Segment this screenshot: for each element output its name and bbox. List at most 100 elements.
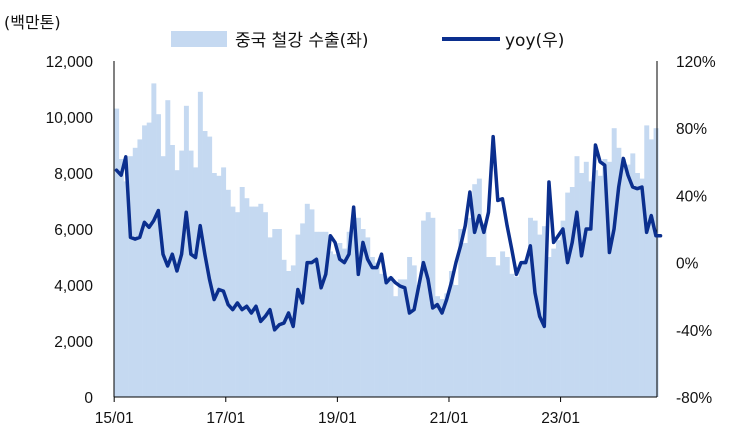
legend-swatch-bar [171, 31, 227, 47]
y-left-tick-label: 0 [84, 390, 93, 407]
bar [207, 136, 213, 397]
bar [653, 128, 659, 397]
bar [435, 296, 440, 397]
bar [342, 248, 347, 397]
bar [216, 175, 222, 397]
bar [365, 237, 371, 397]
bar [425, 212, 431, 397]
bar [639, 178, 645, 397]
bar [528, 217, 533, 397]
bar [551, 248, 557, 397]
left-axis-unit: (백만톤) [4, 13, 61, 32]
bar [193, 167, 199, 397]
bar [453, 285, 459, 397]
bar [611, 128, 617, 397]
bar [276, 229, 282, 397]
bar [625, 164, 631, 397]
bar [239, 187, 245, 397]
bar [337, 243, 343, 397]
bar [272, 229, 278, 397]
bar [281, 259, 287, 397]
bar [411, 265, 417, 397]
bar [569, 187, 575, 397]
bar [448, 271, 454, 397]
y-right-tick-label: -40% [676, 323, 712, 340]
bar [597, 175, 603, 397]
bar [476, 178, 482, 397]
bar [393, 296, 399, 397]
bar [369, 257, 375, 397]
legend-label-line: yoy(우) [505, 31, 564, 51]
bar [374, 262, 380, 397]
x-tick-label: 17/01 [206, 410, 245, 427]
bar [644, 125, 650, 398]
x-tick-label: 15/01 [95, 410, 134, 427]
y-left-tick-label: 6,000 [54, 222, 93, 239]
bar [588, 181, 594, 397]
bar [230, 206, 236, 397]
bar [583, 161, 589, 397]
x-tick-label: 21/01 [430, 410, 469, 427]
bar [630, 153, 636, 397]
bar [602, 159, 608, 397]
bar [221, 167, 227, 397]
bar [290, 265, 296, 397]
bar [360, 229, 366, 397]
bar [151, 83, 157, 398]
bar [262, 212, 268, 397]
bar [188, 150, 194, 397]
bar [388, 276, 394, 397]
bar [183, 105, 189, 398]
axes [113, 61, 658, 402]
bar [304, 203, 310, 397]
bar [114, 108, 120, 397]
bar [132, 147, 138, 397]
legend-label-bar: 중국 철강 수출(좌) [235, 31, 369, 51]
bar [328, 251, 334, 397]
bar [355, 217, 361, 397]
bar [397, 279, 403, 397]
bar [490, 257, 496, 397]
bar [565, 192, 571, 397]
bar [160, 156, 166, 397]
legend: 중국 철강 수출(좌) yoy(우) [171, 31, 564, 51]
y-right-tick-label: 40% [676, 188, 707, 205]
y-left-tick-label: 8,000 [54, 166, 93, 183]
yoy-line [114, 134, 663, 332]
bar [197, 91, 203, 398]
bar [467, 217, 473, 397]
bar [648, 139, 654, 397]
bar [518, 262, 524, 397]
y-left-tick-label: 10,000 [46, 110, 94, 127]
bar [211, 173, 217, 397]
bar [332, 254, 338, 397]
y-right-tick-label: 80% [676, 121, 707, 138]
bar [607, 161, 613, 397]
bar [383, 276, 389, 397]
bar [169, 145, 175, 397]
line-series [114, 134, 663, 332]
bar [509, 273, 515, 397]
bar [593, 170, 599, 397]
bar [486, 257, 492, 397]
bar [416, 285, 422, 397]
bar [323, 231, 329, 397]
bar [286, 271, 292, 397]
bar [444, 293, 450, 397]
bar [118, 159, 124, 397]
bar [421, 220, 427, 397]
bar [462, 243, 468, 397]
bar [532, 220, 538, 397]
bar [481, 223, 487, 397]
bar [314, 231, 320, 397]
y-left-tick-label: 2,000 [54, 334, 93, 351]
bar [407, 257, 413, 397]
bar [137, 139, 143, 397]
bar [574, 156, 580, 397]
bar [555, 240, 561, 397]
bar [402, 279, 408, 397]
bar [458, 229, 464, 397]
tick-labels: 0 2,000 4,000 6,000 8,000 10,000 12,000 -80% -40… [46, 54, 716, 427]
x-tick-label: 19/01 [318, 410, 357, 427]
